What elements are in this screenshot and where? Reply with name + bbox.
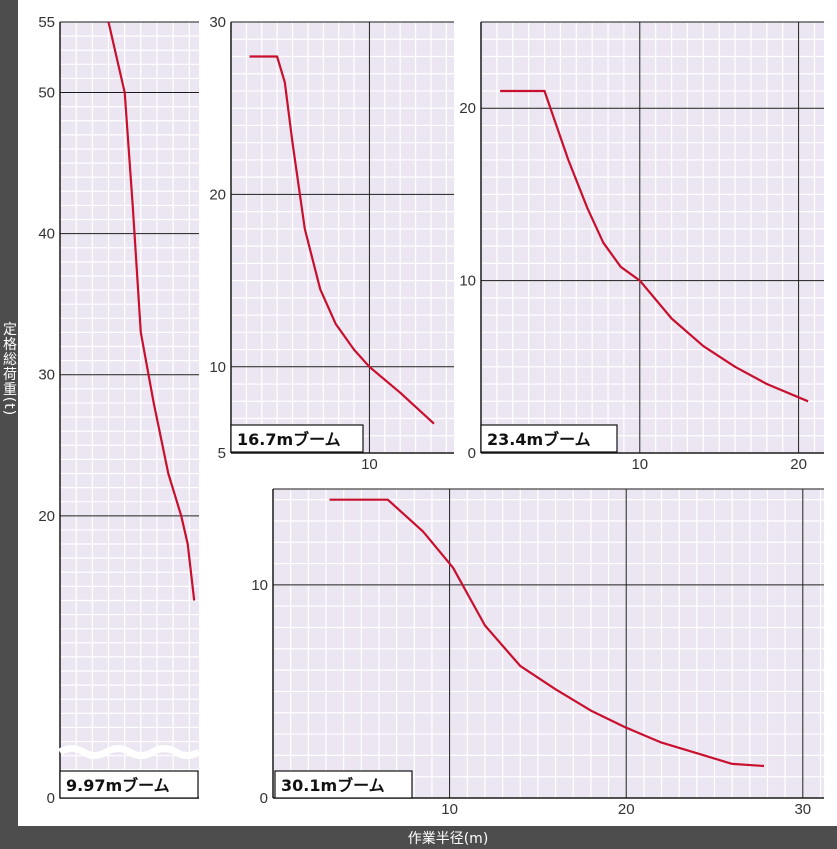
x-tick-label: 10 [441, 801, 458, 818]
x-axis-bar [0, 826, 837, 849]
plot-area [481, 22, 824, 453]
chart-panel-4: 10 0 10 20 30 30.1mブーム [251, 488, 824, 818]
boom-label-box [274, 770, 413, 799]
y-tick-label: 55 [38, 14, 55, 31]
boom-label-box [480, 424, 618, 453]
x-tick-label: 20 [618, 801, 635, 818]
y-tick-label: 30 [38, 367, 55, 384]
x-tick-label: 10 [361, 456, 378, 473]
chart-panel-2: 30 20 10 5 10 16.7mブーム [209, 14, 454, 473]
fine-grid [273, 489, 824, 798]
chart-panel-3: 20 10 0 10 20 23.4mブーム [459, 21, 824, 473]
plot-area [231, 22, 454, 453]
major-grid [231, 22, 454, 453]
load-curve [249, 55, 435, 425]
y-tick-label: 20 [209, 186, 226, 203]
plot-area [60, 22, 199, 798]
chart-panels: 555040302009.97mブーム30201051016.7mブーム2010… [38, 14, 824, 818]
y-axis-bar [0, 0, 18, 849]
plot-area [273, 489, 824, 798]
y-tick-label: 5 [218, 445, 226, 462]
y-tick-label: 10 [209, 359, 226, 376]
major-grid [273, 489, 824, 798]
y-tick-label: 0 [47, 790, 55, 807]
y-tick-label: 30 [209, 14, 226, 31]
chart-panel-1: 55 50 40 30 20 0 9.97mブーム [38, 14, 201, 807]
boom-label-box [230, 424, 364, 453]
y-axis-title: 定格総荷重(t) [1, 322, 17, 416]
x-tick-label: 10 [631, 456, 648, 473]
y-tick-label: 50 [38, 85, 55, 102]
fine-grid [481, 22, 824, 453]
boom-length-label: 23.4mブーム [487, 430, 591, 449]
load-curve [500, 89, 809, 403]
y-tick-label: 0 [468, 445, 476, 462]
load-curve [107, 22, 196, 601]
y-tick-label: 10 [459, 273, 476, 290]
boom-length-label: 9.97mブーム [66, 776, 170, 795]
y-tick-label: 40 [38, 226, 55, 243]
load-curve [329, 498, 765, 768]
x-axis-title: 作業半径(m) [408, 831, 489, 847]
boom-label-box [59, 770, 199, 799]
x-tick-label: 30 [794, 801, 811, 818]
major-grid [60, 92, 199, 517]
major-grid [481, 22, 824, 453]
x-tick-label: 20 [790, 456, 807, 473]
y-tick-label: 20 [38, 508, 55, 525]
y-tick-label: 0 [260, 790, 268, 807]
y-tick-label: 10 [251, 577, 268, 594]
boom-length-label: 16.7mブーム [237, 430, 341, 449]
axis-break-mark [58, 745, 201, 759]
boom-length-label: 30.1mブーム [281, 776, 385, 795]
y-tick-label: 20 [459, 100, 476, 117]
